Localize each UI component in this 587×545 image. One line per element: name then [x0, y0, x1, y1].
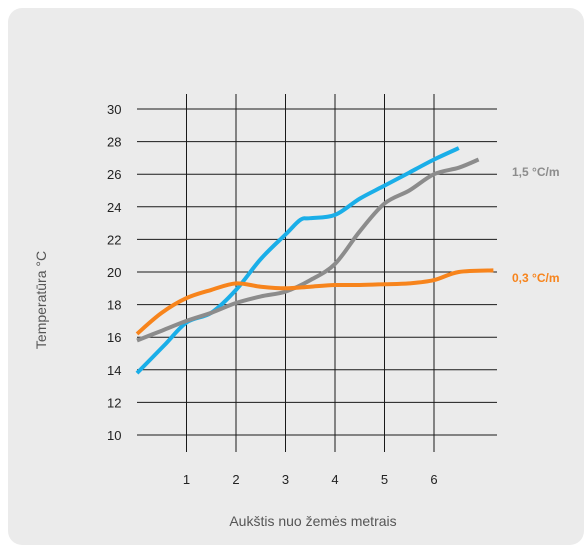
y-tick-label: 14: [107, 363, 121, 378]
y-tick-label: 16: [107, 330, 121, 345]
y-tick-label: 30: [107, 102, 121, 117]
y-tick-label: 22: [107, 232, 121, 247]
series-line-gray: [136, 157, 480, 343]
y-tick-label: 20: [107, 265, 121, 280]
x-axis-ticks: 1 2 3 4 5 6: [183, 472, 438, 487]
x-tick-label: 5: [381, 472, 388, 487]
x-tick-label: 2: [232, 472, 239, 487]
x-tick-label: 3: [282, 472, 289, 487]
x-axis-title: Aukštis nuo žemės metrais: [229, 513, 396, 529]
y-tick-label: 18: [107, 298, 121, 313]
y-tick-label: 24: [107, 200, 121, 215]
gradient-annotation-orange: 0,3 °C/m: [512, 271, 559, 285]
y-tick-label: 12: [107, 395, 121, 410]
y-tick-label: 28: [107, 135, 121, 150]
x-tick-label: 6: [430, 472, 437, 487]
series-line-orange: [135, 268, 494, 336]
y-tick-label: 10: [107, 428, 121, 443]
series-line-blue: [135, 146, 460, 375]
chart-grid: [137, 94, 497, 452]
gradient-annotation-gray: 1,5 °C/m: [512, 165, 559, 179]
y-axis-title: Temperatūra °C: [33, 251, 49, 349]
chart-series: [135, 146, 494, 375]
x-tick-label: 4: [331, 472, 338, 487]
y-tick-label: 26: [107, 167, 121, 182]
chart-card: [8, 8, 584, 545]
x-tick-label: 1: [183, 472, 190, 487]
y-axis-ticks: 10 12 14 16 18 20 22 24 26 28 30: [107, 102, 121, 443]
